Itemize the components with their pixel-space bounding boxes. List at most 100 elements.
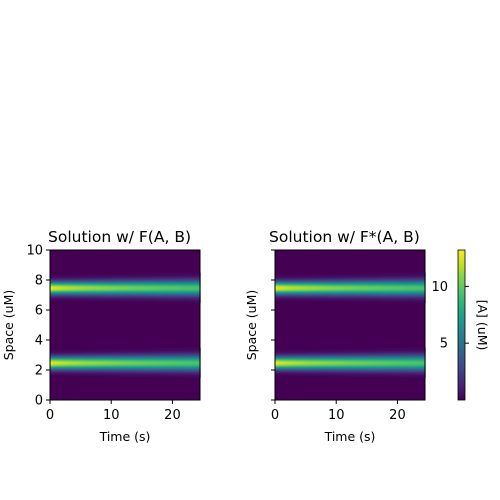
y-tick-label: 6 (35, 304, 43, 319)
heatmap-cell (179, 272, 183, 275)
heatmap-cell (62, 274, 66, 276)
heatmap-cell (113, 274, 117, 276)
heatmap-cell (182, 272, 186, 275)
heatmap-cell (50, 350, 54, 352)
heatmap-cell (191, 272, 195, 274)
heatmap-plot-area (274, 249, 426, 401)
heatmap-cell (56, 274, 60, 276)
heatmap-cell (164, 272, 168, 275)
heatmap-cell (176, 272, 180, 275)
heatmap-cell (125, 273, 129, 275)
x-axis-label: Time (s) (99, 429, 151, 444)
heatmap-cell (116, 349, 120, 351)
heatmap-cell (107, 274, 111, 276)
heatmap-plot-area (49, 249, 201, 401)
heatmap-cell (170, 272, 174, 275)
heatmap-cell (80, 349, 84, 351)
y-tick-label: 8 (35, 274, 43, 289)
heatmap-cell (161, 272, 165, 275)
heatmap-cell (188, 272, 192, 274)
heatmap-cell (77, 349, 81, 351)
heatmap-cell (74, 274, 78, 276)
heatmap-cell (92, 349, 96, 351)
heatmap-band-0 (275, 272, 426, 304)
x-tick-label: 0 (46, 408, 54, 423)
heatmap-cell (89, 349, 93, 351)
heatmap-cell (152, 273, 156, 275)
heatmap-cell (62, 349, 66, 351)
heatmap-cell (77, 274, 81, 276)
heatmap-cell (71, 349, 75, 351)
heatmap-cell (137, 273, 141, 275)
heatmap-cell (92, 274, 96, 276)
heatmap-cell (110, 349, 114, 351)
heatmap-cell (65, 274, 69, 276)
heatmap-cell (173, 272, 177, 275)
heatmap-cell (158, 272, 162, 275)
heatmap-cell (53, 275, 57, 277)
heatmap-cell (59, 274, 63, 276)
y-tick-label: 4 (35, 334, 43, 349)
heatmap-cell (98, 274, 102, 276)
heatmap-cell (143, 273, 147, 275)
y-axis-ticks: 0 2 4 6 8 10 (26, 244, 50, 409)
x-tick-label: 20 (164, 408, 181, 423)
heatmap-cell (104, 274, 108, 276)
heatmap-cell (113, 349, 117, 351)
y-axis-label: Space (uM) (1, 290, 16, 361)
heatmap-cell (131, 348, 135, 350)
heatmap-cell (53, 350, 57, 352)
y-tick-label: 2 (35, 364, 43, 379)
heatmap-cell (59, 349, 63, 351)
heatmap-cell (68, 274, 72, 276)
heatmap-cell (110, 274, 114, 276)
heatmap-cell (122, 348, 126, 350)
heatmap-cell (116, 274, 120, 276)
heatmap-cell (134, 273, 138, 275)
heatmap-cell (56, 349, 60, 351)
heatmap-cell (125, 348, 129, 350)
panel-title: Solution w/ F*(A, B) (269, 228, 420, 246)
heatmap-cell (74, 349, 78, 351)
heatmap-cell (128, 348, 132, 350)
heatmap-cell (128, 273, 132, 275)
heatmap-cell (80, 274, 84, 276)
y-tick-label: 0 (35, 394, 43, 409)
heatmap-cell (119, 274, 123, 276)
heatmap-cell (68, 349, 72, 351)
heatmap-cell (122, 273, 126, 275)
heatmap-cell (146, 273, 150, 275)
heatmap-cell (134, 348, 138, 350)
y-tick-label: 10 (26, 244, 43, 259)
heatmap-cell (65, 349, 69, 351)
heatmap-cell (155, 272, 159, 275)
heatmap-cell (197, 272, 201, 274)
heatmap-cell (185, 272, 189, 274)
heatmap-cell (83, 349, 87, 351)
heatmap-cell (104, 349, 108, 351)
heatmap-band-0 (50, 272, 201, 304)
heatmap-cell (71, 274, 75, 276)
heatmap-cell (98, 349, 102, 351)
heatmap-cell (107, 349, 111, 351)
heatmap-cell (140, 273, 144, 275)
x-tick-label: 10 (103, 408, 120, 423)
heatmap-cell (89, 274, 93, 276)
heatmap-cell (86, 274, 90, 276)
x-axis-ticks: 0 10 20 (46, 400, 181, 423)
heatmap-band-1 (50, 347, 201, 379)
heatmap-cell (119, 349, 123, 351)
heatmap-cell (83, 274, 87, 276)
heatmap-cell (149, 273, 153, 275)
heatmap-cell (194, 272, 198, 274)
heatmap-panel-solution-f: Solution w/ F(A, B) 0 10 20 0 2 4 6 8 10 Time (… (1, 228, 201, 444)
panel-title: Solution w/ F(A, B) (48, 228, 191, 246)
heatmap-cell (50, 275, 54, 277)
heatmap-panel-solution-f-star: Solution w/ F*(A, B) 0 10 20 Time (s) Spac… (244, 228, 426, 444)
heatmap-cell (86, 349, 90, 351)
heatmap-cell (101, 274, 105, 276)
heatmap-cell (131, 273, 135, 275)
heatmap-cell (95, 349, 99, 351)
heatmap-cell (95, 274, 99, 276)
